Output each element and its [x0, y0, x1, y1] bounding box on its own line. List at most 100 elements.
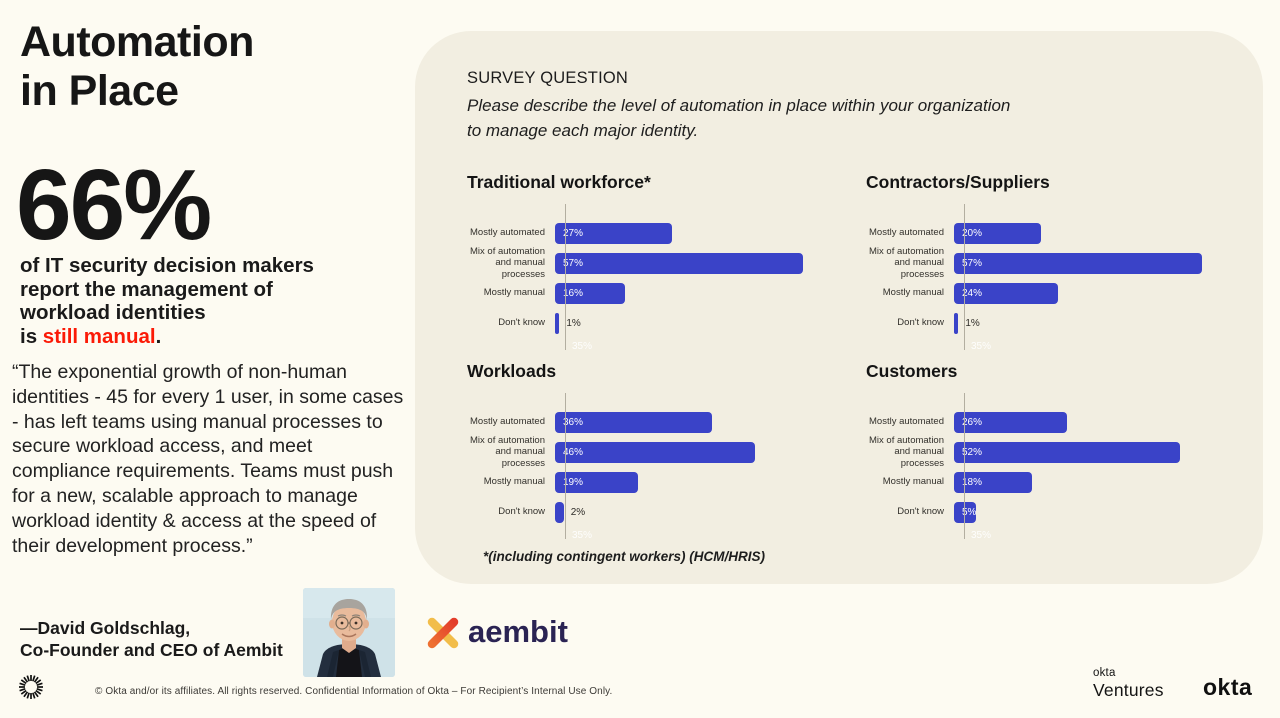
chart-row: Mostly manual 19%: [467, 467, 863, 497]
category-label: Mix of automation and manual processes: [470, 245, 545, 280]
aembit-logo: aembit: [424, 613, 568, 651]
bar-area: 20%: [954, 222, 1041, 244]
chart-row: Mostly manual 18%: [866, 467, 1262, 497]
value-label: 19%: [563, 476, 584, 488]
chart-contractors-suppliers: Contractors/Suppliers Mostly automated 20…: [866, 172, 1262, 354]
bar-area: 52%: [954, 441, 1181, 463]
value-label: 57%: [962, 257, 983, 269]
bar-area: 18%: [954, 471, 1033, 493]
value-label: 24%: [962, 287, 983, 299]
ghost-axis-label: 35%: [971, 341, 992, 352]
chart-row: Mix of automation and manual processes 57…: [866, 245, 1262, 280]
value-label: 18%: [962, 476, 983, 488]
value-label: 52%: [962, 446, 983, 458]
chart-row: Mix of automation and manual processes 46…: [467, 434, 863, 469]
bar: 57%: [555, 252, 803, 274]
okta-ventures-line1: okta: [1093, 667, 1116, 679]
stat-line1: of IT security decision makers: [20, 254, 314, 277]
okta-ventures-logo: okta Ventures: [1093, 667, 1164, 701]
bar-area: 16%: [555, 282, 625, 304]
category-label: Mix of automation and manual processes: [470, 434, 545, 469]
category-label: Don't know: [897, 506, 944, 518]
survey-question-block: SURVEY QUESTION Please describe the leve…: [467, 69, 1010, 143]
chart-row: Mostly automated 36%: [467, 407, 863, 437]
chart-body: Mostly automated 36% Mix of automation and…: [467, 393, 863, 543]
bar: 18%: [954, 471, 1033, 493]
survey-question-text: Please describe the level of automation …: [467, 94, 1010, 143]
value-label: 20%: [962, 227, 983, 239]
chart-axis-line: [964, 393, 965, 539]
category-label: Mostly manual: [483, 476, 545, 488]
bar-area: 36%: [555, 411, 712, 433]
ghost-axis-label: 35%: [572, 341, 593, 352]
chart-footnote: *(including contingent workers) (HCM/HRI…: [483, 549, 765, 564]
chart-title: Contractors/Suppliers: [866, 172, 1050, 192]
category-label: Mostly automated: [470, 227, 545, 239]
chart-row: Mostly manual 24%: [866, 278, 1262, 308]
bar: [555, 312, 560, 334]
category-label: Mix of automation and manual processes: [869, 245, 944, 280]
bar: 19%: [555, 471, 638, 493]
attribution-role: Co-Founder and CEO of Aembit: [20, 640, 283, 660]
bar-area: 46%: [555, 441, 756, 463]
category-label: Don't know: [498, 317, 545, 329]
bar: 27%: [555, 222, 673, 244]
portrait-illustration: [303, 588, 395, 677]
value-label: 46%: [563, 446, 584, 458]
attribution-name: —David Goldschlag,: [20, 618, 191, 638]
bar: 20%: [954, 222, 1041, 244]
page-title: Automation in Place: [20, 18, 254, 116]
value-label: 5%: [962, 506, 977, 518]
page-title-line1: Automation: [20, 18, 254, 66]
chart-title: Traditional workforce*: [467, 172, 651, 192]
chart-body: Mostly automated 20% Mix of automation and…: [866, 204, 1262, 354]
chart-row: Mostly automated 26%: [866, 407, 1262, 437]
chart-row: Don't know 2%: [467, 497, 863, 527]
category-label: Mostly automated: [470, 416, 545, 428]
okta-ventures-line2: Ventures: [1093, 680, 1164, 700]
chart-row: Mostly automated 27%: [467, 218, 863, 248]
survey-question-line1: Please describe the level of automation …: [467, 96, 1011, 115]
category-label: Mostly automated: [869, 416, 944, 428]
bar-area: 1%: [555, 312, 581, 334]
category-label: Mostly automated: [869, 227, 944, 239]
category-label: Mostly manual: [882, 476, 944, 488]
bar: 46%: [555, 441, 756, 463]
bar: 36%: [555, 411, 712, 433]
category-label: Don't know: [897, 317, 944, 329]
bar-area: 19%: [555, 471, 638, 493]
chart-row: Mix of automation and manual processes 57…: [467, 245, 863, 280]
stat-tail-prefix: is: [20, 324, 43, 348]
bar-area: 57%: [555, 252, 803, 274]
value-label: 27%: [563, 227, 584, 239]
chart-row: Mix of automation and manual processes 52…: [866, 435, 1262, 469]
chart-row: Mostly manual 16%: [467, 278, 863, 308]
chart-row: Don't know 1%: [467, 308, 863, 338]
bar: 24%: [954, 282, 1059, 304]
category-label: Mostly manual: [483, 287, 545, 299]
bar: 52%: [954, 441, 1181, 463]
value-label: 26%: [962, 416, 983, 428]
chart-row: Mostly automated 20%: [866, 218, 1262, 248]
survey-question-line2: to manage each major identity.: [467, 120, 699, 140]
stat-highlight-red: still manual: [42, 324, 156, 348]
value-label: 16%: [563, 287, 584, 299]
ghost-axis-label: 35%: [971, 530, 992, 541]
survey-question-label: SURVEY QUESTION: [467, 69, 629, 87]
aembit-logo-text: aembit: [468, 614, 568, 649]
okta-logo: okta: [1203, 674, 1253, 700]
david-goldschlag-photo: [303, 588, 395, 677]
bar-area: 26%: [954, 411, 1068, 433]
bar: [555, 501, 564, 523]
bar-area: 2%: [555, 501, 586, 523]
okta-burst-icon: [16, 672, 46, 702]
stat-tail-suffix: .: [155, 324, 162, 348]
left-column: Automation in Place 66% of IT security de…: [0, 0, 415, 718]
bar-area: 57%: [954, 252, 1202, 274]
category-label: Don't know: [498, 506, 545, 518]
value-label: 2%: [570, 506, 586, 518]
chart-customers: Customers Mostly automated 26% Mix of auto…: [866, 361, 1262, 543]
stat-paragraph: of IT security decision makers report the…: [20, 254, 314, 348]
chart-row: Don't know 1%: [866, 308, 1262, 338]
value-label: 1%: [965, 317, 980, 329]
